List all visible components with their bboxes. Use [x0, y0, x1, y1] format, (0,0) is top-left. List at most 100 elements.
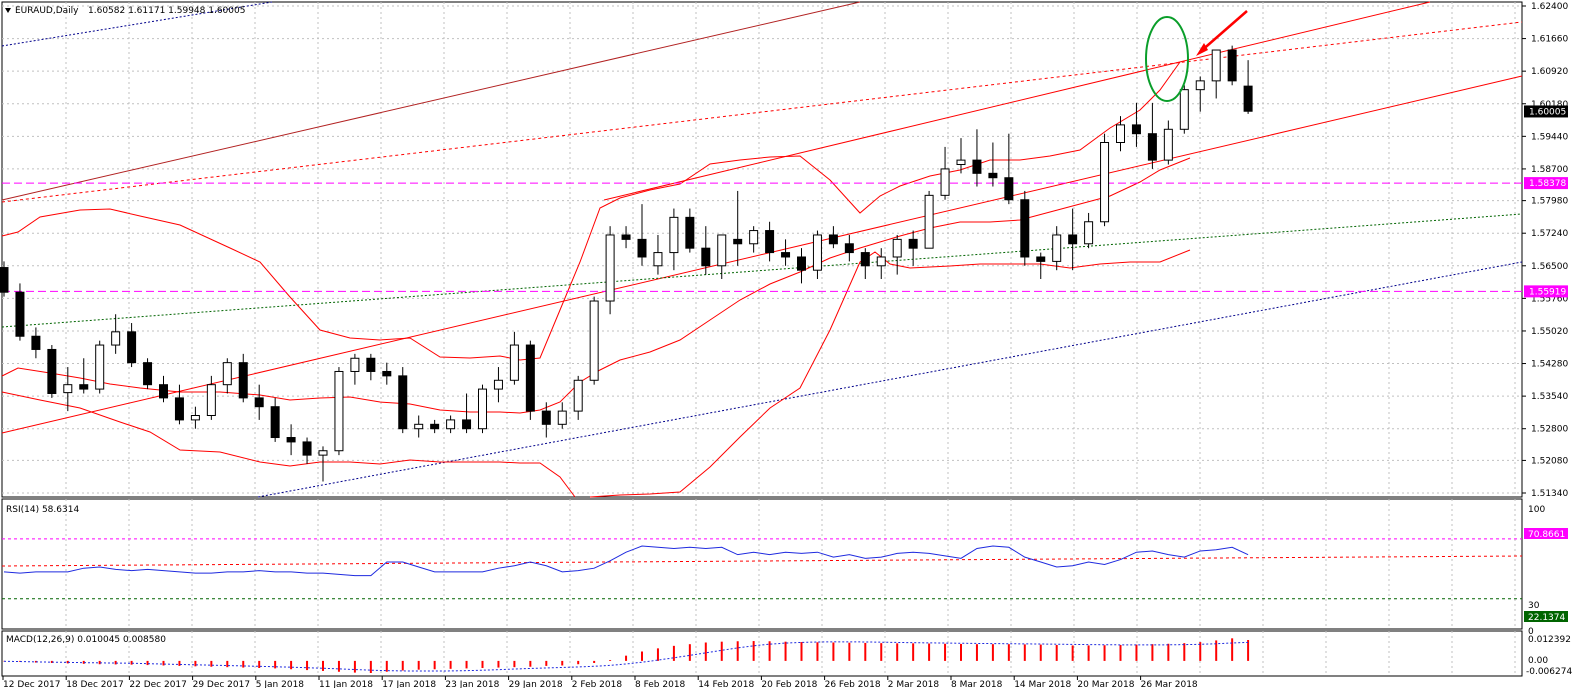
candle-bullish — [111, 331, 121, 346]
candle-bullish — [493, 379, 503, 390]
annotations — [1145, 10, 1248, 102]
y-tick-label: 1.55020 — [1531, 327, 1568, 337]
candle-bearish — [701, 247, 711, 267]
candle-bullish — [206, 384, 216, 417]
candle-bullish — [749, 230, 759, 245]
candle-bullish — [557, 410, 567, 425]
candle-bullish — [95, 344, 105, 390]
channel-upper-line — [1, 1, 861, 201]
candle-bullish — [350, 357, 360, 372]
bollinger-lower-band — [1, 391, 576, 498]
candle-bearish — [972, 159, 982, 174]
y-tick-label: 1.62400 — [1531, 2, 1568, 12]
ohlc-label: 1.60582 1.61171 1.59948 1.60005 — [88, 6, 245, 16]
candle-bearish — [797, 256, 806, 271]
candle-bullish — [653, 252, 663, 267]
candle-bullish — [940, 168, 950, 196]
candle-bearish — [1147, 133, 1157, 161]
y-tick-label: 1.55760 — [1531, 294, 1568, 304]
candle-bearish — [733, 238, 743, 245]
candle-bullish — [222, 362, 232, 386]
grid-lines — [2, 2, 1522, 676]
candle-bullish — [509, 344, 519, 381]
candle-bullish — [956, 159, 966, 166]
candle-bearish — [765, 230, 775, 254]
candle-bearish — [270, 406, 280, 439]
x-tick-label: 5 Jan 2018 — [256, 680, 304, 688]
x-tick-label: 8 Mar 2018 — [951, 680, 1003, 688]
level-price-label: 1.58378 — [1529, 179, 1566, 189]
candle-bullish — [669, 216, 679, 254]
macd-scale-top: 0.012392 — [1528, 635, 1571, 645]
candle-bearish — [988, 172, 998, 179]
candle-bearish — [47, 348, 57, 394]
y-tick-label: 1.59440 — [1531, 132, 1568, 142]
x-tick-label: 8 Feb 2018 — [635, 680, 686, 688]
candle-bullish — [605, 234, 615, 302]
y-tick-label: 1.61660 — [1531, 35, 1568, 45]
rsi-scale-bottom: 0 — [1528, 627, 1534, 637]
y-tick-label: 1.51340 — [1531, 489, 1568, 499]
candle-bearish — [781, 252, 791, 258]
y-tick-label: 1.52080 — [1531, 456, 1568, 466]
symbol-label: EURAUD,Daily — [15, 6, 79, 16]
blue-trendline-top — [1, 1, 273, 47]
y-tick-label: 1.52800 — [1531, 425, 1568, 435]
candle-bullish — [334, 370, 344, 452]
candle-bearish — [31, 335, 41, 350]
rsi-level-high-label: 70.8661 — [1528, 530, 1565, 540]
candle-bullish — [876, 256, 886, 267]
candle-bullish — [414, 423, 424, 430]
macd-label: MACD(12,26,9) 0.010045 0.008580 — [6, 635, 166, 645]
x-tick-label: 29 Jan 2018 — [509, 680, 563, 688]
candle-bearish — [238, 362, 248, 399]
x-tick-label: 14 Mar 2018 — [1014, 680, 1071, 688]
candle-bullish — [63, 384, 73, 394]
level-price-badge — [1524, 285, 1568, 298]
candle-bullish — [1052, 234, 1062, 262]
candle-bearish — [15, 291, 25, 337]
candle-bullish — [318, 450, 328, 456]
rsi-level-low-label: 22.1374 — [1528, 613, 1565, 623]
rsi-line — [3, 545, 1249, 577]
candle-bearish — [637, 238, 647, 258]
rsi-scale-mid: 30 — [1528, 601, 1540, 611]
y-tick-label: 1.53540 — [1531, 392, 1568, 402]
candle-bearish — [462, 419, 472, 430]
x-tick-label: 12 Dec 2017 — [3, 680, 61, 688]
x-tick-label: 29 Dec 2017 — [193, 680, 251, 688]
x-tick-label: 2 Mar 2018 — [888, 680, 940, 688]
upper-trendline — [603, 1, 1431, 201]
rsi-scale-top: 100 — [1528, 505, 1545, 515]
horizontal-levels — [2, 182, 1522, 292]
candle-bearish — [366, 357, 376, 372]
x-tick-label: 18 Dec 2017 — [66, 680, 124, 688]
macd-indicator — [3, 638, 1250, 674]
candle-bullish — [1116, 124, 1125, 144]
x-tick-label: 11 Jan 2018 — [319, 680, 373, 688]
rsi-level-high-badge — [1524, 528, 1568, 539]
candle-bullish — [1179, 89, 1189, 130]
candle-bearish — [1131, 124, 1141, 135]
candle-bearish — [159, 384, 168, 399]
candle-bullish — [892, 238, 902, 258]
x-tick-label: 26 Feb 2018 — [825, 680, 881, 688]
annotation-arrow — [1199, 10, 1248, 53]
candle-bearish — [1004, 177, 1014, 201]
time-axis: 12 Dec 2017 18 Dec 2017 22 Dec 2017 29 Dec … — [2, 676, 1198, 688]
candle-bearish — [525, 344, 535, 412]
highlight-ellipse — [1145, 16, 1189, 102]
annotation-arrow-head — [1196, 43, 1208, 56]
x-tick-label: 20 Feb 2018 — [761, 680, 817, 688]
candle-bearish — [1020, 199, 1030, 258]
candle-bearish — [0, 267, 9, 293]
candle-bullish — [1195, 80, 1205, 91]
candle-bullish — [1100, 142, 1110, 223]
candle-bearish — [79, 384, 89, 390]
x-tick-label: 22 Dec 2017 — [129, 680, 187, 688]
macd-scale-bottom: -0.006274 — [1526, 667, 1572, 677]
candle-bearish — [430, 423, 440, 430]
candle-bullish — [1163, 128, 1173, 161]
y-tick-label: 1.56500 — [1531, 262, 1568, 272]
